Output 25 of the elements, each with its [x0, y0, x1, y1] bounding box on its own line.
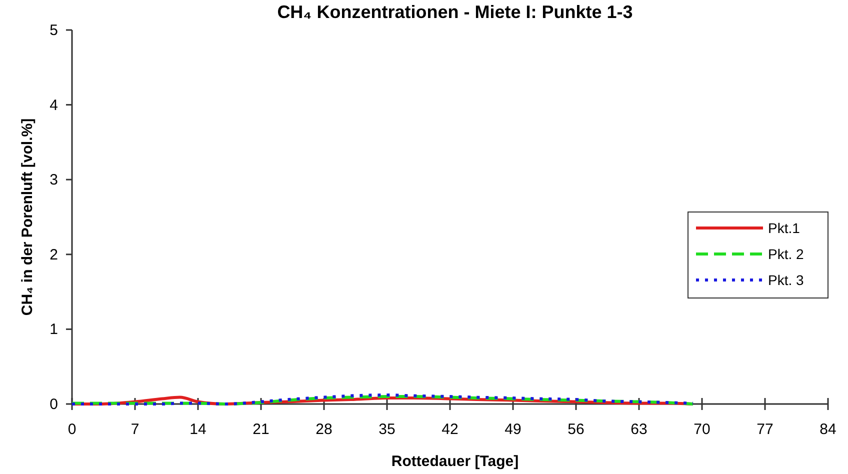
y-tick-label: 0	[50, 396, 58, 413]
legend-label: Pkt. 3	[768, 272, 804, 288]
legend-label: Pkt.1	[768, 220, 800, 236]
x-tick-label: 77	[756, 421, 774, 438]
y-tick-label: 3	[50, 172, 58, 189]
x-tick-label: 21	[252, 421, 270, 438]
y-tick-label: 1	[50, 321, 58, 338]
y-tick-label: 2	[50, 246, 58, 264]
x-tick-label: 35	[378, 421, 396, 438]
legend-label: Pkt. 2	[768, 246, 804, 262]
chart-title: CH₄ Konzentrationen - Miete I: Punkte 1-3	[277, 2, 633, 22]
x-tick-label: 49	[504, 421, 522, 438]
x-tick-label: 0	[68, 421, 76, 438]
x-tick-label: 14	[190, 421, 206, 438]
y-tick-label: 4	[50, 96, 58, 114]
x-tick-label: 70	[694, 421, 710, 438]
x-tick-label: 84	[820, 421, 836, 438]
x-tick-label: 56	[568, 421, 584, 438]
y-tick-label: 5	[50, 22, 58, 39]
x-tick-label: 63	[630, 421, 648, 438]
x-tick-label: 42	[442, 421, 458, 438]
x-tick-label: 28	[316, 421, 332, 438]
y-axis-title: CH₄ in der Porenluft [vol.%]	[19, 118, 36, 316]
x-tick-label: 7	[130, 421, 140, 438]
x-axis-title: Rottedauer [Tage]	[391, 453, 519, 470]
